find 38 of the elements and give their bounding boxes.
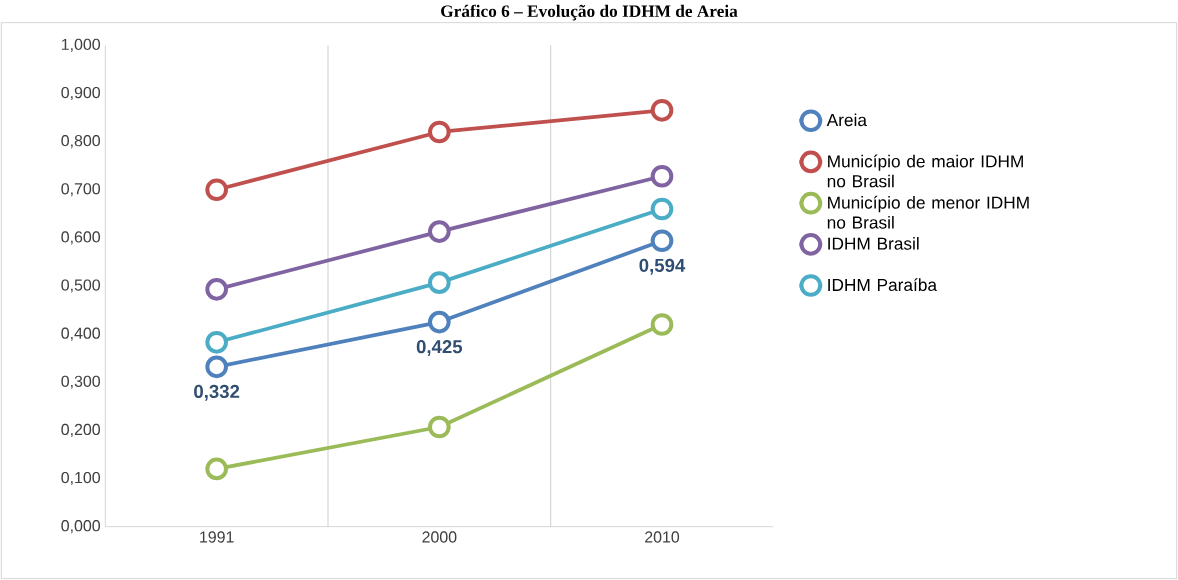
data-label: 0,332 (194, 384, 240, 401)
legend-label: IDHM Paraíba (828, 278, 938, 292)
y-tick-label: 0,700 (61, 183, 101, 197)
point (650, 229, 674, 253)
y-tick-label: 1,000 (61, 38, 101, 52)
point (428, 120, 451, 144)
y-tick-label: 0,500 (61, 279, 101, 293)
chart-title: Gráfico 6 – Evolução do IDHM de Areia (441, 4, 738, 21)
point (205, 330, 228, 354)
x-tick-label: 1991 (200, 531, 234, 543)
point (428, 415, 451, 439)
y-tick-label: 0,100 (61, 471, 101, 486)
y-tick-label: 0,800 (61, 135, 101, 149)
y-tick-label: 0,600 (61, 231, 101, 245)
point (205, 457, 228, 481)
point (650, 197, 674, 221)
point (205, 178, 228, 202)
point (650, 164, 674, 188)
point (205, 355, 228, 379)
y-tick-label: 0,000 (61, 520, 101, 534)
y-tick-label: 0,200 (61, 423, 101, 437)
point (650, 313, 674, 336)
x-tick-label: 2000 (422, 531, 457, 543)
data-label: 0,425 (416, 340, 463, 356)
y-tick-label: 0,400 (61, 327, 101, 341)
point (428, 220, 451, 243)
data-label: 0,594 (639, 258, 686, 275)
legend-label: Município de menor IDHM no Brasil (827, 195, 1029, 229)
point (428, 310, 451, 334)
point (205, 278, 228, 301)
legend-label: Município de maior IDHM no Brasil (827, 154, 1023, 188)
point (650, 98, 674, 122)
y-tick-label: 0,900 (61, 86, 101, 101)
x-tick-label: 2010 (645, 531, 680, 543)
legend-label: Areia (826, 113, 867, 127)
y-tick-label: 0,300 (61, 375, 101, 389)
legend-label: IDHM Brasil (828, 237, 919, 250)
point (428, 271, 451, 294)
